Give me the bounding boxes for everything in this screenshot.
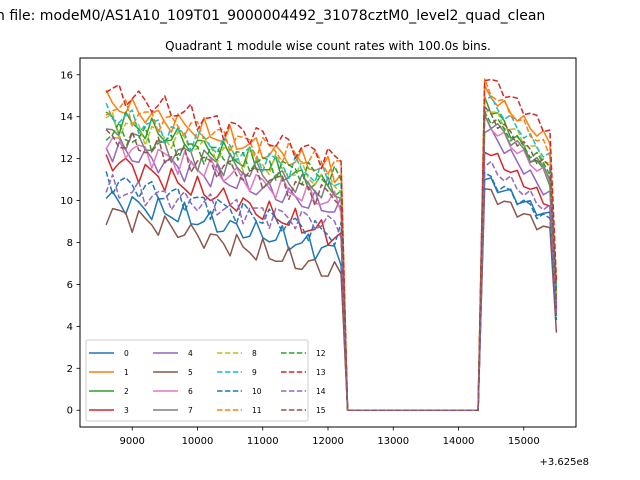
legend-label-14: 14 [316, 387, 326, 396]
legend-label-12: 12 [316, 349, 326, 358]
x-tick-label: 13000 [377, 436, 409, 447]
x-tick-label: 12000 [312, 436, 344, 447]
y-tick-label: 2 [67, 364, 73, 375]
legend-label-2: 2 [124, 387, 129, 396]
legend-label-10: 10 [252, 387, 262, 396]
legend-label-7: 7 [188, 406, 193, 415]
legend-label-9: 9 [252, 368, 257, 377]
series-line-14 [105, 160, 558, 411]
y-tick-label: 12 [60, 154, 73, 165]
legend-label-1: 1 [124, 368, 129, 377]
legend-box [85, 339, 309, 422]
legend-label-4: 4 [188, 349, 193, 358]
x-axis-ticks: 9000 10000 11000 12000 13000 14000 15000 [119, 427, 540, 447]
x-axis-offset-label: +3.625e8 [539, 457, 589, 468]
legend-label-0: 0 [124, 349, 129, 358]
x-tick-label: 9000 [119, 436, 144, 447]
y-tick-label: 16 [60, 70, 73, 81]
legend-label-3: 3 [124, 406, 129, 415]
y-tick-label: 8 [67, 238, 73, 249]
series-group [105, 78, 558, 411]
legend-label-11: 11 [252, 406, 262, 415]
series-line-15 [105, 105, 558, 411]
x-tick-label: 14000 [443, 436, 475, 447]
plot-area: 9000 10000 11000 12000 13000 14000 15000 0 2 4 6 8… [60, 57, 589, 468]
figure-suptitle: n file: modeM0/AS1A10_109T01_9000004492_… [0, 8, 545, 24]
y-tick-label: 0 [67, 406, 73, 417]
legend-label-15: 15 [316, 406, 326, 415]
y-tick-label: 4 [67, 322, 73, 333]
y-tick-label: 10 [60, 196, 73, 207]
chart-title: Quadrant 1 module wise count rates with … [165, 39, 491, 53]
x-tick-label: 10000 [182, 436, 214, 447]
legend-label-8: 8 [252, 349, 257, 358]
legend-label-13: 13 [316, 368, 326, 377]
x-tick-label: 15000 [508, 436, 540, 447]
y-axis-ticks: 0 2 4 6 8 10 12 14 16 [60, 70, 80, 417]
x-tick-label: 11000 [247, 436, 279, 447]
y-tick-label: 14 [60, 112, 73, 123]
legend-label-5: 5 [188, 368, 193, 377]
y-tick-label: 6 [67, 280, 73, 291]
legend-label-6: 6 [188, 387, 193, 396]
